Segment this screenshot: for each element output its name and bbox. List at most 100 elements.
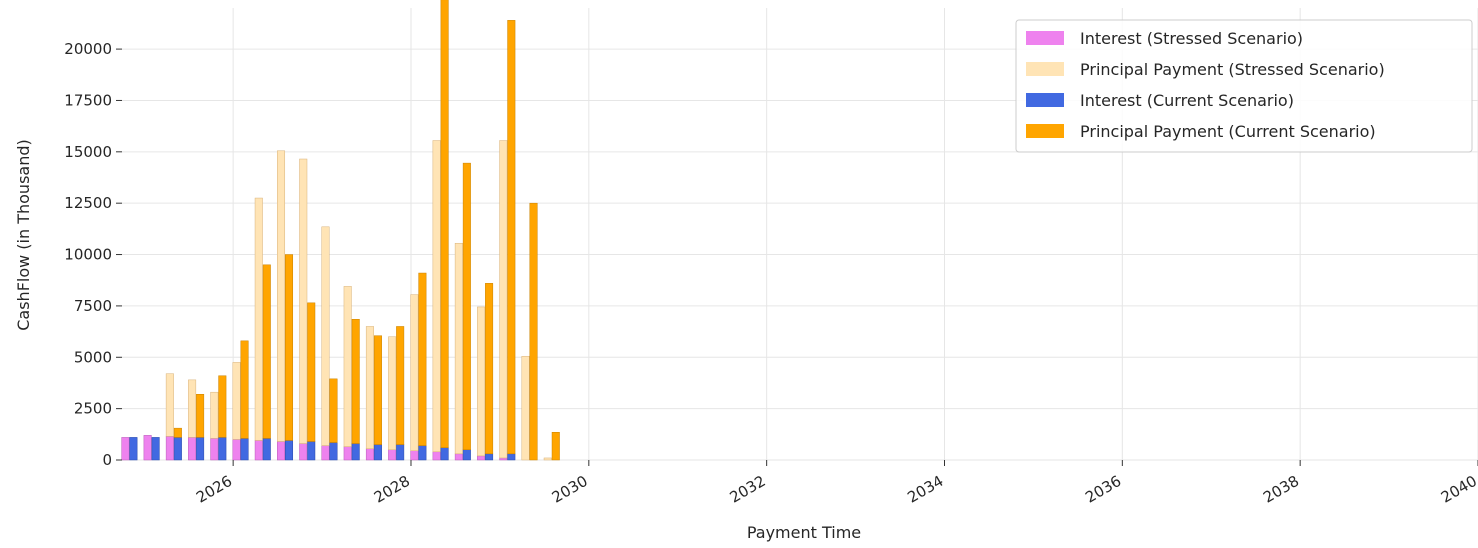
legend: Interest (Stressed Scenario) Principal Pa… bbox=[1015, 19, 1473, 153]
y-tick-label: 20000 bbox=[64, 40, 112, 58]
stressed-principal-bar bbox=[277, 150, 286, 442]
stressed-interest-bar bbox=[388, 449, 397, 461]
current-interest-bar bbox=[307, 441, 316, 461]
x-tick-label: 2026 bbox=[193, 472, 235, 507]
current-principal-bar bbox=[551, 432, 560, 461]
legend-box bbox=[1015, 19, 1473, 153]
x-tick-label: 2038 bbox=[1260, 472, 1302, 507]
legend-label: Interest (Current Scenario) bbox=[1080, 91, 1294, 110]
stressed-principal-bar bbox=[499, 140, 508, 459]
current-principal-bar bbox=[240, 340, 249, 439]
stressed-interest-bar bbox=[321, 445, 330, 461]
current-principal-bar bbox=[462, 162, 471, 450]
current-interest-bar bbox=[173, 437, 182, 461]
stressed-interest-bar bbox=[232, 439, 241, 461]
x-tick-label: 2032 bbox=[727, 472, 769, 507]
x-tick-label: 2030 bbox=[549, 472, 591, 507]
stressed-principal-bar bbox=[521, 355, 530, 461]
stressed-interest-bar bbox=[432, 451, 441, 461]
current-principal-bar bbox=[529, 202, 538, 461]
stressed-principal-bar bbox=[543, 457, 552, 461]
x-axis-label: Payment Time bbox=[747, 523, 861, 542]
stressed-interest-bar bbox=[299, 443, 308, 461]
stressed-principal-bar bbox=[432, 140, 441, 453]
current-interest-bar bbox=[240, 438, 249, 461]
stressed-principal-bar bbox=[454, 242, 463, 455]
stressed-interest-bar bbox=[210, 438, 219, 461]
current-interest-bar bbox=[196, 437, 205, 461]
y-tick-label: 7500 bbox=[74, 297, 112, 315]
current-principal-bar bbox=[196, 394, 205, 438]
stressed-principal-bar bbox=[165, 373, 174, 437]
y-tick-label: 10000 bbox=[64, 246, 112, 264]
stressed-principal-bar bbox=[299, 158, 308, 444]
current-principal-bar bbox=[507, 20, 516, 455]
x-tick-label: 2036 bbox=[1082, 472, 1124, 507]
bars-layer bbox=[121, 0, 560, 461]
stressed-principal-bar bbox=[232, 362, 241, 440]
legend-label: Principal Payment (Stressed Scenario) bbox=[1080, 60, 1385, 79]
legend-label: Principal Payment (Current Scenario) bbox=[1080, 122, 1376, 141]
legend-swatch bbox=[1026, 124, 1064, 138]
x-tick-label: 2028 bbox=[371, 472, 413, 507]
current-principal-bar bbox=[329, 378, 338, 443]
legend-label: Interest (Stressed Scenario) bbox=[1080, 29, 1303, 48]
stressed-interest-bar bbox=[477, 455, 486, 461]
stressed-interest-bar bbox=[410, 450, 419, 461]
current-interest-bar bbox=[485, 453, 494, 461]
current-principal-bar bbox=[418, 272, 427, 446]
stressed-principal-bar bbox=[477, 306, 486, 457]
current-interest-bar bbox=[129, 437, 138, 461]
y-tick-label: 0 bbox=[102, 451, 112, 469]
stressed-interest-bar bbox=[143, 435, 152, 461]
legend-swatch bbox=[1026, 31, 1064, 45]
stressed-principal-bar bbox=[388, 336, 397, 450]
stressed-principal-bar bbox=[410, 294, 419, 452]
y-tick-label: 2500 bbox=[74, 400, 112, 418]
current-principal-bar bbox=[218, 375, 227, 438]
stressed-interest-bar bbox=[499, 457, 508, 461]
y-tick-label: 12500 bbox=[64, 194, 112, 212]
stressed-interest-bar bbox=[254, 440, 263, 461]
current-interest-bar bbox=[373, 444, 382, 461]
current-principal-bar bbox=[262, 264, 271, 439]
x-tick-label: 2040 bbox=[1438, 472, 1478, 507]
stressed-interest-bar bbox=[188, 437, 197, 461]
current-principal-bar bbox=[440, 0, 449, 448]
stressed-principal-bar bbox=[254, 197, 263, 441]
current-principal-bar bbox=[307, 302, 316, 442]
current-principal-bar bbox=[373, 335, 382, 445]
y-tick-label: 17500 bbox=[64, 91, 112, 109]
current-interest-bar bbox=[351, 443, 360, 461]
stressed-interest-bar bbox=[365, 448, 374, 461]
stressed-principal-bar bbox=[365, 326, 374, 449]
current-interest-bar bbox=[151, 437, 160, 461]
current-interest-bar bbox=[462, 449, 471, 461]
legend-swatch bbox=[1026, 93, 1064, 107]
stressed-principal-bar bbox=[188, 379, 197, 438]
x-tick-label: 2034 bbox=[904, 472, 946, 507]
current-interest-bar bbox=[418, 445, 427, 461]
stressed-interest-bar bbox=[121, 437, 130, 461]
current-interest-bar bbox=[396, 444, 405, 461]
current-interest-bar bbox=[218, 437, 227, 461]
stressed-interest-bar bbox=[454, 453, 463, 461]
legend-swatch bbox=[1026, 62, 1064, 76]
current-interest-bar bbox=[329, 442, 338, 461]
y-tick-label: 15000 bbox=[64, 143, 112, 161]
stressed-principal-bar bbox=[343, 286, 352, 447]
current-interest-bar bbox=[507, 453, 516, 461]
stressed-interest-bar bbox=[343, 446, 352, 461]
stressed-principal-bar bbox=[321, 226, 330, 446]
y-axis-label: CashFlow (in Thousand) bbox=[14, 139, 33, 331]
current-interest-bar bbox=[262, 438, 271, 461]
current-interest-bar bbox=[440, 447, 449, 461]
current-interest-bar bbox=[285, 440, 294, 461]
stressed-interest-bar bbox=[165, 436, 174, 461]
y-tick-label: 5000 bbox=[74, 348, 112, 366]
current-principal-bar bbox=[285, 254, 294, 441]
stressed-interest-bar bbox=[277, 441, 286, 461]
current-principal-bar bbox=[396, 326, 405, 445]
